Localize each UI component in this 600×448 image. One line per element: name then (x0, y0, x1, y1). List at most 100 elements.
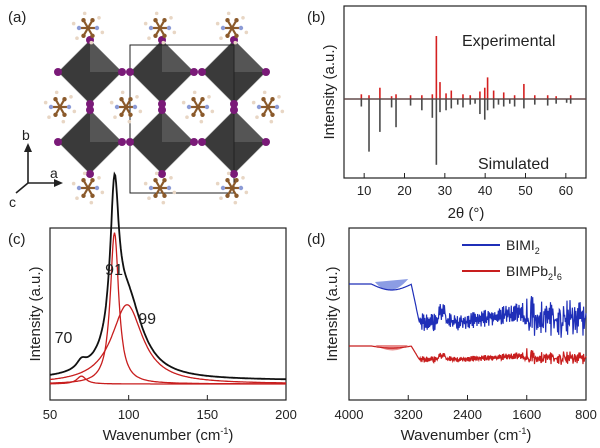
hydrogen-atom (109, 100, 114, 105)
x-axis-label-c-main: Wavenumber (cm (103, 427, 221, 444)
plot-frame-b (343, 5, 587, 179)
organic-atom (94, 185, 100, 191)
iodine-atom (126, 68, 134, 76)
x-tick-label-c: 50 (43, 407, 57, 422)
x-axis-label-b-main: 2θ (448, 205, 465, 222)
hydrogen-atom (172, 190, 177, 195)
x-tick-label-b: 40 (478, 183, 492, 198)
organic-atom (234, 18, 239, 23)
a-axis-arrowhead (54, 179, 63, 187)
organic-atom (62, 112, 67, 117)
hydrogen-atom (215, 181, 220, 186)
organic-atom (153, 33, 158, 38)
organic-atom (261, 112, 266, 117)
hydrogen-atom (169, 176, 173, 180)
b-axis-arrowhead (24, 143, 32, 152)
hydrogen-atom (181, 100, 186, 105)
hydrogen-atom (226, 11, 231, 16)
legend-d: BIMI2 BIMPb2I6 (462, 237, 562, 282)
fit-component (49, 304, 286, 384)
axis-triad: b a c (9, 127, 63, 210)
iodine-atom (54, 138, 62, 146)
organic-atom (191, 112, 196, 117)
hydrogen-atom (71, 21, 76, 26)
x-axis-label-d-main: Wavenumber (cm (401, 427, 519, 444)
organic-atom (132, 104, 138, 110)
organic-atom (119, 97, 124, 102)
panel-d: (d) 4000 3200 2400 1600 800 BIMI2 BIMPb2I6 I… (307, 227, 597, 444)
hydrogen-atom (244, 30, 249, 35)
organic-atom (225, 33, 230, 38)
organic-atom (128, 97, 133, 102)
hydrogen-atom (89, 200, 94, 205)
organic-atom (119, 112, 124, 117)
organic-atom (234, 193, 239, 198)
organic-atom (274, 104, 280, 110)
organic-atom (270, 112, 275, 117)
hydrogen-atom (219, 36, 223, 40)
organic-atom (81, 178, 86, 183)
iodine-atom (118, 138, 126, 146)
panel-b-label: (b) (307, 9, 325, 26)
crystal-structure (43, 11, 285, 205)
fit-component (49, 232, 286, 385)
organic-atom (204, 104, 210, 110)
panel-d-label: (d) (307, 231, 325, 248)
x-tick-label-d: 2400 (453, 407, 482, 422)
x-axis-label-c-sup: -1 (220, 426, 228, 436)
organic-atom (153, 18, 158, 23)
hydrogen-atom (210, 109, 215, 114)
hydrogen-atom (199, 119, 204, 124)
iodine-atom (230, 100, 238, 108)
panel-a: (a) b a c (8, 9, 285, 210)
hydrogen-atom (54, 90, 59, 95)
organic-atom (234, 178, 239, 183)
hydrogen-atom (269, 119, 274, 124)
panel-b: (b) 10 20 30 40 50 60 Experimental Simulated … (307, 5, 587, 222)
iodine-atom (190, 138, 198, 146)
organic-atom (225, 193, 230, 198)
organic-atom (238, 25, 244, 31)
x-tick-label-b: 30 (438, 183, 452, 198)
hydrogen-atom (100, 30, 105, 35)
x-tick-label-b: 10 (357, 183, 371, 198)
a-axis-label: a (50, 165, 58, 181)
iodine-atom (86, 106, 94, 114)
total-spectrum (49, 171, 286, 381)
x-tick-label-d: 4000 (335, 407, 364, 422)
hydrogen-atom (233, 200, 238, 205)
hydrogen-atom (71, 181, 76, 186)
hydrogen-atom (97, 176, 101, 180)
organic-atom (200, 112, 205, 117)
x-axis-label-b: 2θ (°) (448, 205, 485, 222)
organic-atom (148, 25, 154, 31)
organic-atom (53, 97, 58, 102)
organic-atom (270, 97, 275, 102)
legend-simulated: Simulated (478, 156, 549, 173)
octahedron-face (90, 110, 122, 142)
c-axis-label: c (9, 194, 16, 210)
unit-cell (129, 44, 235, 194)
legend-bimpb2i6: BIMPb2I6 (506, 263, 562, 282)
x-ticks-b: 10 20 30 40 50 60 (357, 173, 573, 198)
peak-label: 70 (55, 330, 73, 347)
hydrogen-atom (143, 181, 148, 186)
organic-atom (90, 178, 95, 183)
organic-atom (162, 178, 167, 183)
organic-atom (153, 178, 158, 183)
hydrogen-atom (135, 95, 139, 99)
iodine-atom (54, 68, 62, 76)
legend-bimpb2i6-main: BIMPb (506, 263, 548, 279)
bimi2-shaded-band (374, 279, 409, 291)
hydrogen-atom (61, 119, 66, 124)
organic-atom (166, 185, 172, 191)
hydrogen-atom (185, 115, 189, 119)
organic-atom (94, 25, 100, 31)
organic-atom (191, 97, 196, 102)
raman-fit-series (49, 171, 286, 385)
organic-atom (81, 193, 86, 198)
x-ticks-d: 4000 3200 2400 1600 800 (335, 395, 597, 422)
hydrogen-atom (82, 11, 87, 16)
y-axis-label-b: Intensity (a.u.) (321, 44, 338, 139)
